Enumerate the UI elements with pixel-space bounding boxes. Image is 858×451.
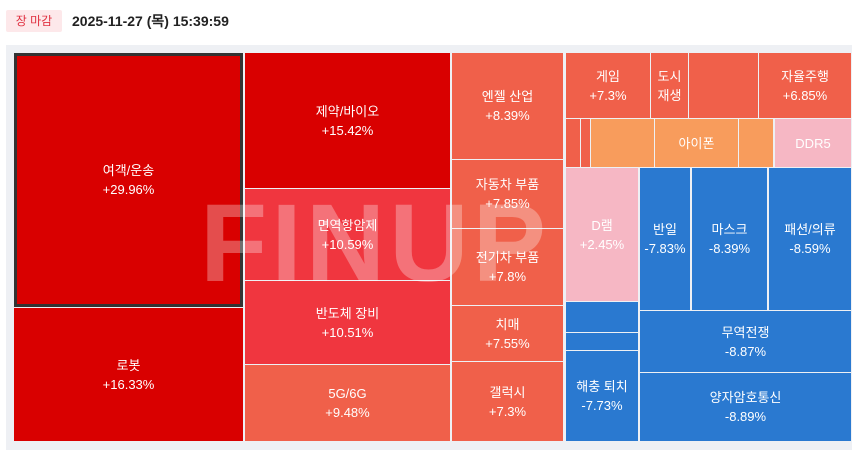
tile-label: 무역전쟁: [721, 324, 770, 340]
tile[interactable]: 무역전쟁 -8.87%: [640, 311, 851, 372]
tile-change: +10.51%: [321, 324, 374, 340]
tile-change: +7.85%: [485, 196, 530, 211]
tile-label: 도시 재생: [657, 68, 682, 103]
tile[interactable]: 해충 퇴치 -7.73%: [566, 351, 638, 441]
tile[interactable]: DDR5: [775, 119, 851, 167]
tile[interactable]: 면역항암제 +10.59%: [245, 189, 450, 280]
tile-change: +6.85%: [782, 87, 828, 103]
tile-change: +2.45%: [579, 236, 625, 252]
tile[interactable]: 자율주행 +6.85%: [759, 53, 851, 118]
tile-label: 해충 퇴치: [576, 379, 628, 394]
tile-label: 양자암호통신: [709, 390, 782, 405]
tile-change: -7.73%: [581, 398, 623, 413]
tile-change: +29.96%: [102, 182, 155, 197]
tile-label: 5G/6G: [328, 386, 367, 401]
tile-change: -8.89%: [724, 409, 767, 424]
tile[interactable]: [739, 119, 773, 167]
tile-label: 여객/운송: [102, 163, 155, 178]
tile-label: 면역항암제: [317, 217, 378, 233]
tile-label: 자동차 부품: [475, 177, 540, 192]
tile-change: +8.39%: [485, 108, 530, 123]
tile-change: +7.3%: [488, 403, 527, 419]
tile[interactable]: 게임 +7.3%: [566, 53, 650, 118]
tile-label: 패션/의류: [784, 222, 836, 237]
timestamp: 2025-11-27 (목) 15:39:59: [72, 13, 229, 29]
tile[interactable]: [566, 302, 638, 332]
market-status: 장 마감: [6, 10, 62, 32]
tile-change: +7.3%: [589, 87, 627, 103]
tile-label: 아이폰: [678, 135, 715, 151]
tile-label: 반일: [653, 222, 677, 237]
tile[interactable]: [566, 333, 638, 350]
tile-label: 전기차 부품: [475, 250, 540, 265]
tile[interactable]: 반일 -7.83%: [640, 168, 690, 310]
tile-change: -8.59%: [789, 241, 831, 256]
tile-label: 마스크: [711, 222, 748, 237]
tile-change: -8.87%: [724, 343, 767, 359]
tile[interactable]: 양자암호통신 -8.89%: [640, 373, 851, 441]
tile-label: 게임: [596, 68, 620, 84]
tile[interactable]: 마스크 -8.39%: [692, 168, 767, 310]
tile-label: 엔젤 산업: [481, 89, 534, 104]
treemap: 여객/운송 +29.96% 로봇 +16.33% 제약/바이오 +15.42% 면역항암제 +…: [6, 45, 852, 450]
tile[interactable]: 갤럭시 +7.3%: [452, 362, 563, 441]
tile-label: 반도체 장비: [315, 305, 380, 321]
tile-change: +9.48%: [325, 405, 370, 420]
tile-change: -8.39%: [708, 241, 751, 256]
tile-change: +7.8%: [488, 269, 527, 284]
tile-label: 로봇: [116, 357, 141, 373]
tile-label: 자율주행: [781, 68, 829, 84]
tile[interactable]: [566, 119, 580, 167]
tile-change: +15.42%: [321, 122, 374, 138]
tile[interactable]: [689, 53, 758, 118]
tile-change: -7.83%: [644, 241, 686, 256]
tile-change: +16.33%: [102, 376, 155, 392]
tile[interactable]: 치매 +7.55%: [452, 306, 563, 361]
tile-label: DDR5: [795, 135, 831, 151]
tile[interactable]: 로봇 +16.33%: [14, 308, 243, 441]
tile-label: 제약/바이오: [315, 103, 380, 119]
tile[interactable]: 아이폰: [655, 119, 738, 167]
tile[interactable]: 패션/의류 -8.59%: [769, 168, 851, 310]
tile-change: +7.55%: [485, 335, 530, 351]
tile[interactable]: [591, 119, 654, 167]
tile[interactable]: 엔젤 산업 +8.39%: [452, 53, 563, 159]
tile[interactable]: [581, 119, 590, 167]
tile[interactable]: 전기차 부품 +7.8%: [452, 229, 563, 305]
tile[interactable]: 5G/6G +9.48%: [245, 365, 450, 441]
tile[interactable]: 여객/운송 +29.96%: [14, 53, 243, 307]
tile[interactable]: 반도체 장비 +10.51%: [245, 281, 450, 364]
tile[interactable]: D램 +2.45%: [566, 168, 638, 301]
tile[interactable]: 제약/바이오 +15.42%: [245, 53, 450, 188]
tile-change: +10.59%: [321, 236, 374, 252]
tile-label: 치매: [495, 316, 520, 332]
tile[interactable]: 도시 재생: [651, 53, 688, 118]
tile[interactable]: 자동차 부품 +7.85%: [452, 160, 563, 228]
tile-label: 갤럭시: [489, 384, 526, 400]
tile-label: D램: [591, 217, 613, 233]
